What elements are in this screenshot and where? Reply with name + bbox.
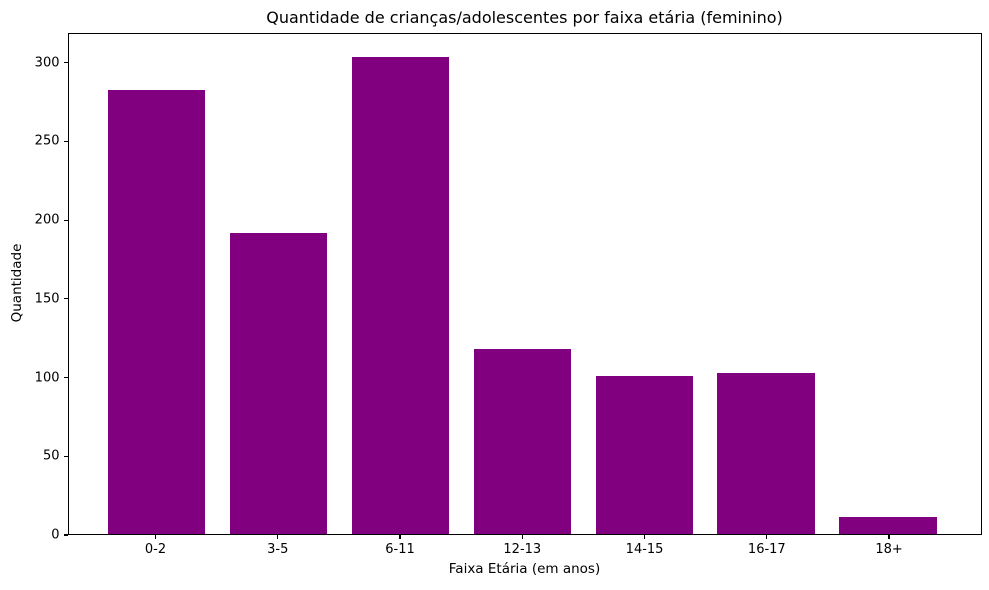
y-tick-mark <box>63 298 68 300</box>
x-tick-label: 14-15 <box>625 542 664 557</box>
x-tick-label: 3-5 <box>267 542 289 557</box>
bar-14-15 <box>595 375 694 534</box>
bar-12-13 <box>473 348 572 534</box>
y-tick-label: 100 <box>34 370 60 386</box>
y-tick-label: 200 <box>34 212 60 228</box>
y-tick-mark <box>63 62 68 64</box>
bar-16-17 <box>717 372 816 534</box>
x-axis-label: Faixa Etária (em anos) <box>448 561 601 577</box>
x-tick-label: 12-13 <box>503 542 542 557</box>
x-tick-label: 6-11 <box>385 542 415 557</box>
y-tick-mark <box>63 534 68 536</box>
x-tick-mark <box>399 535 401 539</box>
bar-0-2 <box>107 90 206 534</box>
bar-3-5 <box>229 232 328 534</box>
y-tick-mark <box>63 219 68 221</box>
x-tick-mark <box>643 535 646 539</box>
chart-title: Quantidade de crianças/adolescentes por … <box>266 8 783 27</box>
y-tick-label: 0 <box>51 527 60 543</box>
y-tick-mark <box>63 140 68 143</box>
x-tick-mark <box>521 535 523 539</box>
y-axis-label: Quantidade <box>9 243 25 323</box>
bar-18+ <box>839 516 938 534</box>
x-tick-label: 16-17 <box>747 542 786 557</box>
x-tick-mark <box>888 535 890 539</box>
y-tick-label: 250 <box>34 133 60 149</box>
bar-6-11 <box>351 57 450 534</box>
y-tick-label: 300 <box>34 55 60 71</box>
x-tick-mark <box>766 535 768 539</box>
x-tick-mark <box>154 535 157 539</box>
x-tick-label: 0-2 <box>144 542 167 557</box>
x-tick-label: 18+ <box>875 542 903 557</box>
y-tick-mark <box>63 455 68 457</box>
y-tick-label: 50 <box>42 448 60 464</box>
x-tick-mark <box>277 535 279 539</box>
plot-area <box>67 32 982 535</box>
y-tick-label: 150 <box>34 291 60 307</box>
y-tick-mark <box>63 376 68 379</box>
